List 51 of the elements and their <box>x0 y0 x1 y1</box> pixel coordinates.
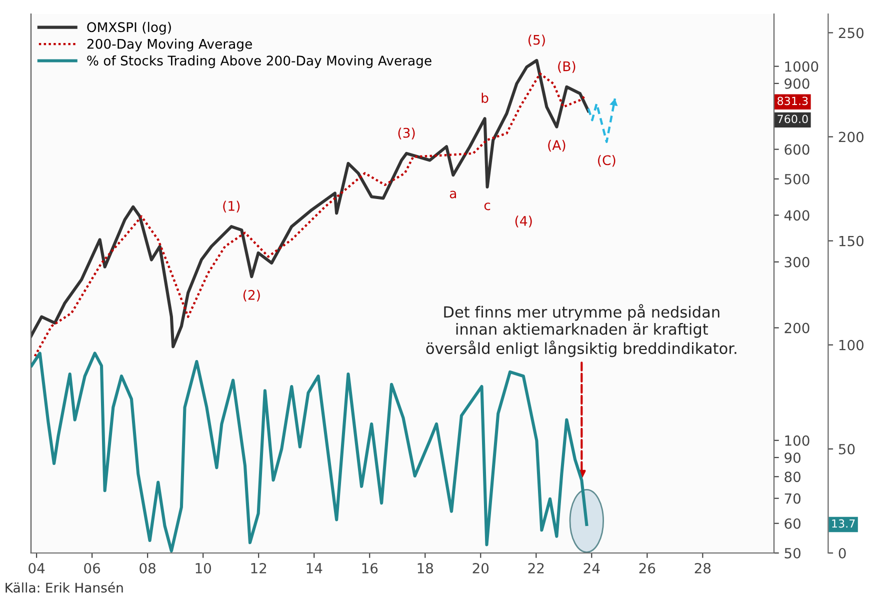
y-tick-label: 200 <box>784 322 810 334</box>
y-tick-label: 600 <box>784 144 810 155</box>
annotation: (B) <box>558 61 576 73</box>
y-tick-label: 900 <box>784 78 810 89</box>
y2-tick-label: 0 <box>838 548 846 558</box>
text: 831.3 <box>778 96 808 106</box>
annotation: (5) <box>528 34 545 46</box>
x-tick-label: 26 <box>639 562 656 574</box>
y-tick-label: 500 <box>784 174 810 184</box>
annotation: a <box>450 190 456 198</box>
x-tick-label: 20 <box>472 562 489 574</box>
annotation: (2) <box>243 290 260 302</box>
x-tick-label: 04 <box>28 562 45 574</box>
y-tick-label: 60 <box>784 518 800 529</box>
text: 13.7 <box>832 519 855 528</box>
annotation: (1) <box>223 200 240 212</box>
x-tick-label: 10 <box>196 562 211 574</box>
y2-tick-label: 200 <box>838 132 864 142</box>
x-tick-label: 12 <box>251 562 266 574</box>
x-tick-label: 22 <box>528 562 544 574</box>
annotation: b <box>482 92 488 103</box>
y2-tick-label: 250 <box>838 28 864 38</box>
y2-tick-label: 100 <box>839 340 864 350</box>
y-tick-label: 100 <box>785 435 810 446</box>
y-tick-label: 80 <box>784 472 800 482</box>
text: Källa: Erik Hansén <box>6 582 123 593</box>
text: 760.0 <box>778 114 808 124</box>
legend-label: OMXSPI (log) <box>87 22 171 35</box>
y-tick-label: 1000 <box>785 61 818 72</box>
annotation: Det finns mer utrymme på nedsidan innan aktiemarknaden är kraftigt översåld enligt långsiktig breddindikator. <box>426 304 736 358</box>
x-tick-label: 24 <box>584 562 600 574</box>
annotation: (4) <box>515 216 532 228</box>
y-tick-label: 400 <box>784 210 810 221</box>
y-tick-label: 70 <box>784 493 800 504</box>
y2-tick-label: 50 <box>838 444 855 454</box>
annotation: (A) <box>548 140 566 152</box>
y-tick-label: 50 <box>784 548 800 558</box>
x-tick-label: 06 <box>84 562 100 574</box>
y2-tick-label: 150 <box>839 236 864 246</box>
y-tick-label: 300 <box>784 256 810 268</box>
x-tick-label: 28 <box>694 562 711 574</box>
legend-label: % of Stocks Trading Above 200-Day Moving Average <box>87 55 432 68</box>
x-tick-label: 14 <box>306 563 322 574</box>
y-tick-label: 90 <box>784 452 800 463</box>
annotation: (C) <box>598 154 616 167</box>
annotation: (3) <box>398 128 415 140</box>
x-tick-label: 08 <box>140 562 156 574</box>
annotation: c <box>484 202 490 210</box>
legend-label: 200-Day Moving Average <box>87 38 252 52</box>
x-tick-label: 18 <box>418 562 434 574</box>
x-tick-label: 16 <box>362 562 378 574</box>
